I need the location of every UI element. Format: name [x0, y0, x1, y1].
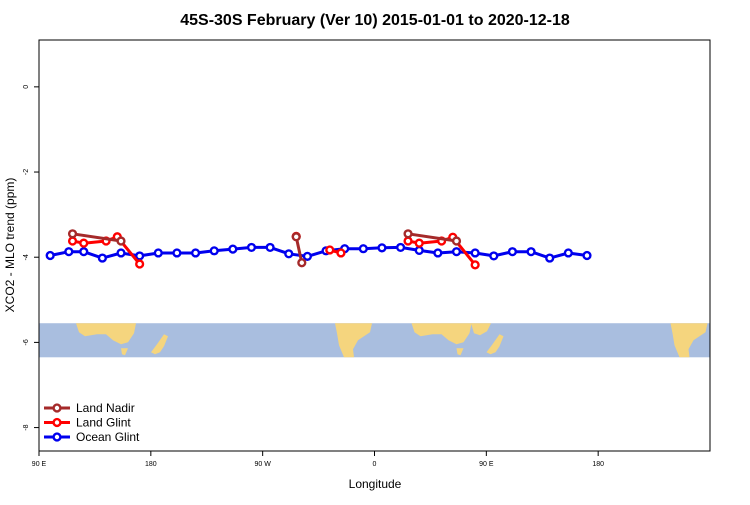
legend-swatch-marker: [52, 432, 62, 442]
series-land-nadir-seg2: [403, 229, 462, 246]
data-point: [172, 248, 182, 258]
data-point: [116, 248, 126, 258]
series-land-glint-seg1: [325, 245, 346, 258]
y-tick-label: 0: [23, 85, 30, 89]
data-point: [228, 244, 238, 254]
data-point: [358, 244, 368, 254]
data-point: [545, 253, 555, 263]
legend-label: Land Glint: [76, 416, 131, 430]
y-tick-label: -4: [23, 254, 30, 260]
land-australia: [76, 323, 136, 345]
data-point: [395, 242, 406, 253]
data-point: [325, 245, 335, 255]
data-point: [470, 260, 480, 270]
series-ocean-glint: [45, 242, 592, 263]
legend-item: Land Glint: [44, 416, 131, 430]
legend-swatch-marker: [52, 417, 62, 428]
legend-item: Ocean Glint: [44, 430, 140, 444]
y-axis: 0 -2 -4 -6 -8: [23, 85, 39, 431]
data-point: [45, 250, 55, 261]
data-point: [451, 236, 462, 246]
x-tick-label: 180: [145, 461, 157, 468]
data-point: [377, 243, 387, 253]
legend-item: Land Nadir: [44, 401, 135, 415]
land-new-zealand: [151, 334, 168, 355]
y-tick-label: -6: [23, 339, 30, 345]
x-axis-label: Longitude: [349, 477, 402, 491]
data-point: [291, 232, 301, 242]
data-point: [67, 229, 78, 239]
data-point: [403, 236, 413, 246]
map-ocean: [39, 323, 710, 358]
plot-frame: [38, 39, 711, 452]
land-new-zealand: [486, 334, 504, 355]
data-point: [433, 248, 443, 258]
data-point: [403, 229, 413, 239]
data-point: [67, 236, 78, 246]
x-tick-label: 90 E: [479, 461, 494, 468]
land-south-america: [335, 323, 372, 358]
series-land-nadir-seg0: [67, 229, 126, 246]
x-tick-label: 180: [592, 461, 604, 468]
y-tick-label: -2: [23, 169, 30, 175]
data-point: [414, 238, 424, 248]
data-point: [64, 247, 74, 257]
data-point: [507, 247, 518, 257]
legend-swatch-marker: [52, 403, 62, 413]
series-layer: [45, 229, 592, 270]
data-point: [79, 247, 89, 257]
land-australia: [411, 323, 472, 345]
data-point: [135, 259, 145, 269]
series-line: [407, 232, 457, 243]
legend-label: Ocean Glint: [76, 430, 140, 444]
data-point: [135, 251, 145, 261]
series-line: [72, 232, 122, 243]
land-tasmania: [456, 348, 464, 356]
data-point: [116, 236, 126, 246]
data-point: [526, 247, 536, 257]
series-land-nadir-seg1: [291, 232, 307, 268]
x-tick-label: 90 W: [254, 461, 271, 468]
legend-label: Land Nadir: [76, 401, 135, 415]
data-point: [265, 242, 275, 253]
data-point: [209, 246, 219, 256]
data-point: [302, 251, 313, 261]
data-point: [297, 258, 307, 268]
data-point: [284, 249, 294, 259]
y-tick-label: -8: [23, 424, 30, 430]
x-tick-label: 90 E: [32, 461, 47, 468]
data-point: [563, 248, 573, 258]
chart-title: 45S-30S February (Ver 10) 2015-01-01 to …: [180, 12, 570, 29]
data-point: [489, 251, 499, 261]
land-south-america: [670, 323, 708, 358]
data-point: [336, 248, 346, 258]
data-point: [414, 245, 424, 255]
data-point: [582, 250, 592, 261]
land-tasmania: [121, 348, 128, 356]
data-point: [246, 242, 257, 253]
data-point: [190, 248, 201, 258]
series-land-glint-seg3: [403, 232, 480, 270]
x-tick-label: 0: [373, 461, 377, 468]
y-axis-label: XCO2 - MLO trend (ppm): [3, 178, 17, 313]
data-point: [451, 247, 462, 257]
data-point: [79, 238, 89, 248]
data-point: [153, 248, 163, 258]
land-africa: [471, 323, 491, 336]
data-point: [470, 248, 480, 258]
x-axis: 90 E 180 90 W 0 90 E 180: [32, 451, 604, 468]
map-strip: [39, 323, 710, 358]
data-point: [97, 253, 107, 263]
